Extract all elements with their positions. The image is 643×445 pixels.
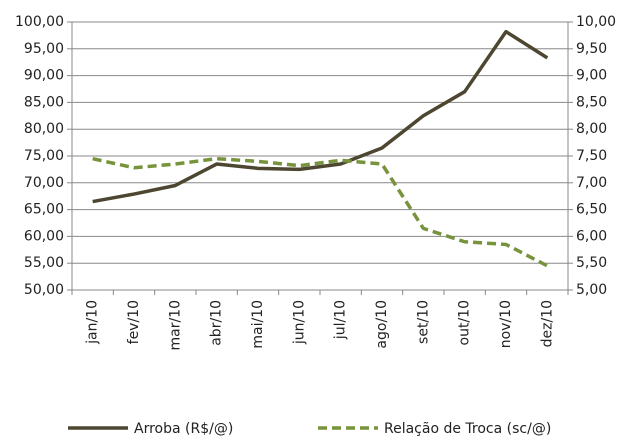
y2-tick-label: 5,00: [576, 282, 607, 298]
y2-tick-label: 6,00: [576, 228, 607, 244]
y-tick-label: 80,00: [24, 121, 64, 137]
y2-tick-label: 7,00: [576, 175, 607, 191]
y-tick-label: 85,00: [24, 94, 64, 110]
x-tick-label: jan/10: [85, 300, 101, 345]
y-tick-label: 95,00: [24, 41, 64, 57]
y-tick-label: 65,00: [24, 202, 64, 218]
series-line: [92, 29, 549, 204]
y2-tick-label: 9,00: [576, 68, 607, 84]
x-tick-label: fev/10: [126, 300, 142, 344]
y-tick-label: 55,00: [24, 255, 64, 271]
y-tick-label: 60,00: [24, 228, 64, 244]
y-tick-label: 50,00: [24, 282, 64, 298]
x-tick-label: set/10: [415, 300, 431, 344]
y2-tick-label: 9,50: [576, 41, 607, 57]
x-tick-label: jun/10: [291, 300, 307, 345]
y-tick-label: 100,00: [15, 14, 64, 30]
y2-tick-label: 10,00: [576, 14, 616, 30]
series-line: [92, 156, 549, 268]
y-tick-label: 75,00: [24, 148, 64, 164]
x-tick-label: nov/10: [498, 300, 514, 348]
legend-label: Arroba (R$/@): [134, 421, 233, 437]
x-tick-label: mai/10: [250, 300, 266, 349]
x-tick-label: mar/10: [167, 300, 183, 351]
y2-tick-label: 5,50: [576, 255, 607, 271]
y-tick-label: 90,00: [24, 68, 64, 84]
x-tick-label: dez/10: [539, 300, 555, 347]
y2-tick-label: 7,50: [576, 148, 607, 164]
x-tick-label: out/10: [457, 300, 473, 345]
x-tick-label: abr/10: [209, 300, 225, 346]
y2-tick-label: 6,50: [576, 202, 607, 218]
x-tick-label: jul/10: [333, 300, 349, 340]
y2-tick-label: 8,00: [576, 121, 607, 137]
legend-label: Relação de Troca (sc/@): [384, 421, 551, 437]
y2-tick-label: 8,50: [576, 94, 607, 110]
x-tick-label: ago/10: [374, 300, 390, 349]
y-tick-label: 70,00: [24, 175, 64, 191]
